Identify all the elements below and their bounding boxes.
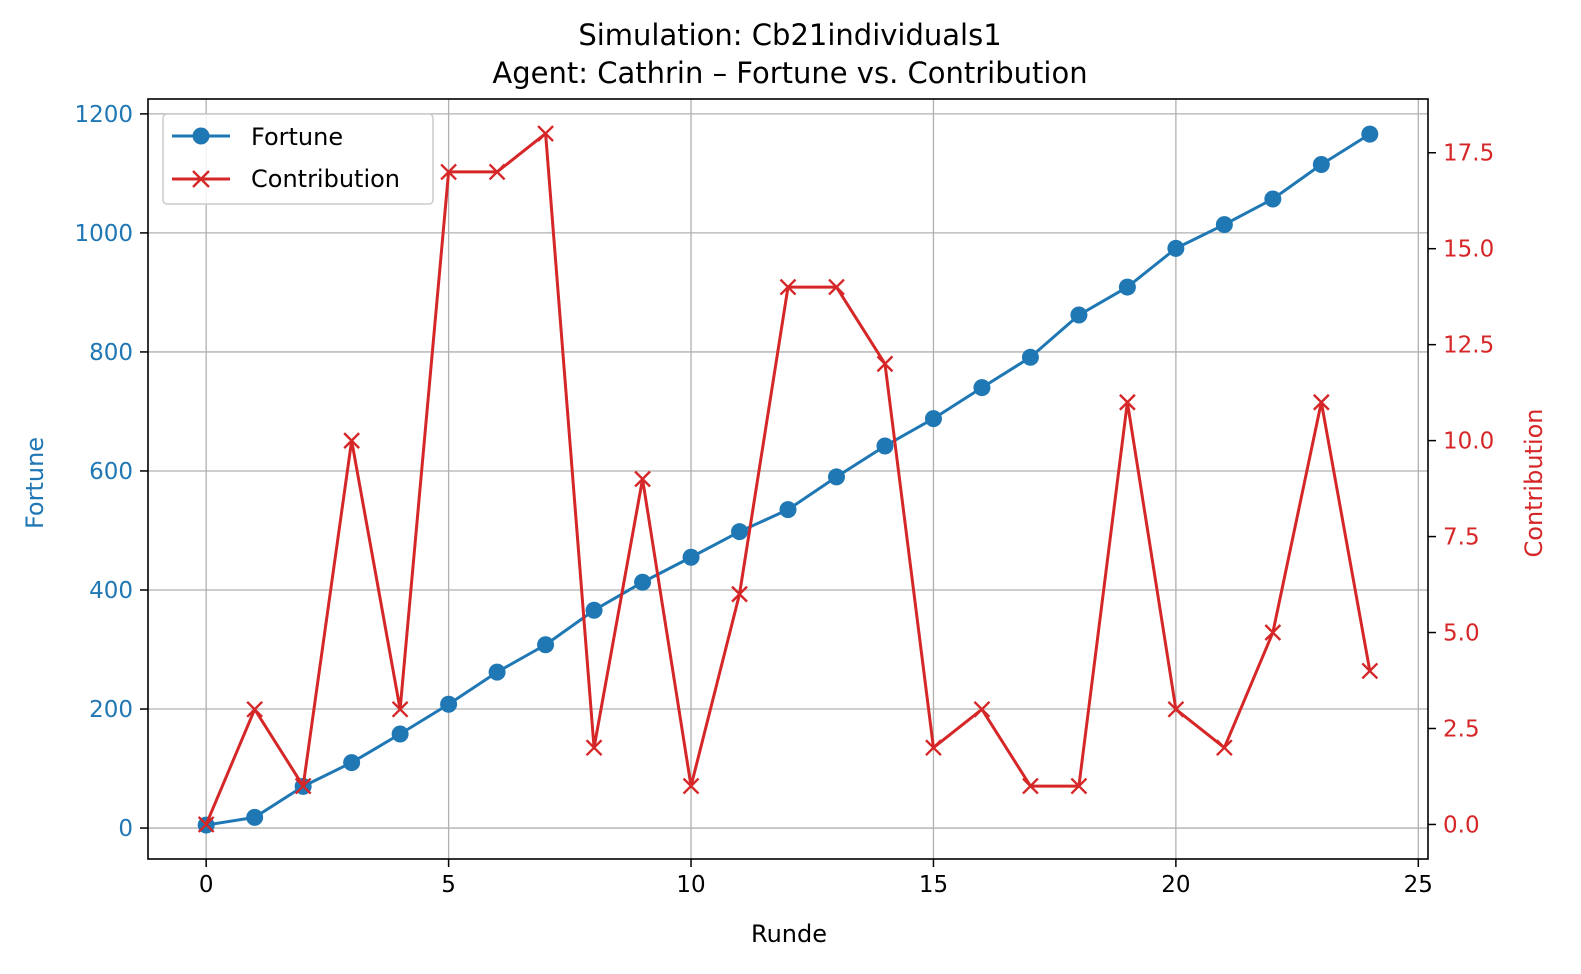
chart-subtitle: Agent: Cathrin – Fortune vs. Contributio… <box>492 56 1087 90</box>
fortune-point <box>1118 278 1136 296</box>
fortune-point <box>876 437 894 455</box>
contribution-point <box>1312 393 1330 411</box>
y-left-tick-label: 600 <box>89 459 133 485</box>
contribution-point <box>1022 777 1039 795</box>
legend-fortune-marker <box>192 127 210 145</box>
fortune-point <box>1021 348 1039 366</box>
series-fortune <box>197 125 1379 834</box>
contribution-point <box>585 739 603 757</box>
grid <box>148 99 1428 859</box>
plot-area <box>147 98 1429 860</box>
x-axis: 0 5 10 15 20 25 <box>199 859 1433 898</box>
y-left-tick-label: 200 <box>89 697 133 723</box>
contribution-point <box>391 700 409 718</box>
series-contribution <box>197 125 1379 833</box>
fortune-point <box>682 548 700 566</box>
fortune-point <box>1215 216 1233 234</box>
y-right-tick-label: 7.5 <box>1443 525 1480 551</box>
legend-fortune-label: Fortune <box>251 123 343 151</box>
fortune-point <box>779 501 797 519</box>
contribution-point <box>634 470 651 488</box>
fortune-point <box>973 379 991 397</box>
legend-box <box>162 113 434 205</box>
legend: Fortune Contribution <box>162 113 434 205</box>
contribution-point <box>1216 739 1233 757</box>
x-tick-label: 25 <box>1404 872 1433 898</box>
y-axis-left: 0 200 400 600 800 1000 1200 <box>74 102 148 842</box>
y-axis-left-label: Fortune <box>21 437 49 529</box>
fortune-point <box>827 468 845 486</box>
contribution-point <box>294 777 312 795</box>
contribution-point <box>197 816 215 833</box>
x-axis-label: Runde <box>751 920 827 948</box>
y-left-tick-label: 800 <box>89 340 133 366</box>
contribution-point <box>973 700 991 718</box>
contribution-point <box>1264 624 1282 641</box>
legend-contribution-label: Contribution <box>251 165 400 193</box>
fortune-point <box>924 410 942 428</box>
y-left-tick-label: 1000 <box>74 221 133 247</box>
fortune-point <box>1264 190 1282 208</box>
y-right-tick-label: 2.5 <box>1443 716 1480 742</box>
y-right-tick-label: 15.0 <box>1443 237 1494 263</box>
contribution-point <box>731 585 748 603</box>
y-right-tick-label: 12.5 <box>1443 333 1494 359</box>
x-tick-label: 15 <box>919 872 948 898</box>
fortune-point <box>1312 155 1330 173</box>
fortune-point <box>1167 239 1185 257</box>
fortune-point <box>1070 306 1088 324</box>
contribution-point <box>246 700 264 718</box>
x-tick-label: 0 <box>199 872 214 898</box>
x-tick-label: 5 <box>441 872 456 898</box>
contribution-point <box>1167 700 1185 718</box>
fortune-point <box>585 601 603 619</box>
contribution-point <box>779 278 797 296</box>
y-left-tick-label: 400 <box>89 578 133 604</box>
contribution-point <box>682 777 700 795</box>
contribution-point <box>828 278 845 296</box>
fortune-point <box>537 636 555 654</box>
legend-contribution-marker <box>192 170 210 188</box>
contribution-point <box>537 125 554 142</box>
y-right-tick-label: 17.5 <box>1443 141 1494 167</box>
fortune-line <box>205 132 1371 827</box>
fortune-point <box>246 808 264 826</box>
chart-title: Simulation: Cb21individuals1 <box>578 18 1001 52</box>
fortune-point <box>440 695 458 713</box>
x-tick-label: 20 <box>1161 872 1190 898</box>
contribution-point <box>925 739 942 757</box>
fortune-point <box>488 663 506 681</box>
y-right-tick-label: 0.0 <box>1443 812 1480 838</box>
fortune-point <box>343 754 361 772</box>
fortune-point <box>1361 125 1379 143</box>
y-axis-right: 0.0 2.5 5.0 7.5 10.0 12.5 15.0 17.5 <box>1428 141 1494 838</box>
contribution-point <box>876 355 894 373</box>
y-left-tick-label: 1200 <box>74 102 133 128</box>
y-right-tick-label: 10.0 <box>1443 429 1494 455</box>
contribution-point <box>440 163 457 181</box>
x-tick-label: 10 <box>676 872 705 898</box>
contribution-point <box>1361 662 1379 680</box>
contribution-point <box>1119 393 1136 411</box>
y-left-tick-label: 0 <box>118 816 133 842</box>
y-axis-right-label: Contribution <box>1520 408 1548 557</box>
fortune-point <box>731 523 749 541</box>
contribution-point <box>343 432 360 449</box>
fortune-point <box>391 725 409 743</box>
y-right-tick-label: 5.0 <box>1443 621 1480 647</box>
contribution-point <box>488 163 506 181</box>
contribution-point <box>1070 777 1088 795</box>
series-layer <box>197 125 1379 834</box>
contribution-line <box>204 132 1372 826</box>
fortune-point <box>634 573 652 591</box>
